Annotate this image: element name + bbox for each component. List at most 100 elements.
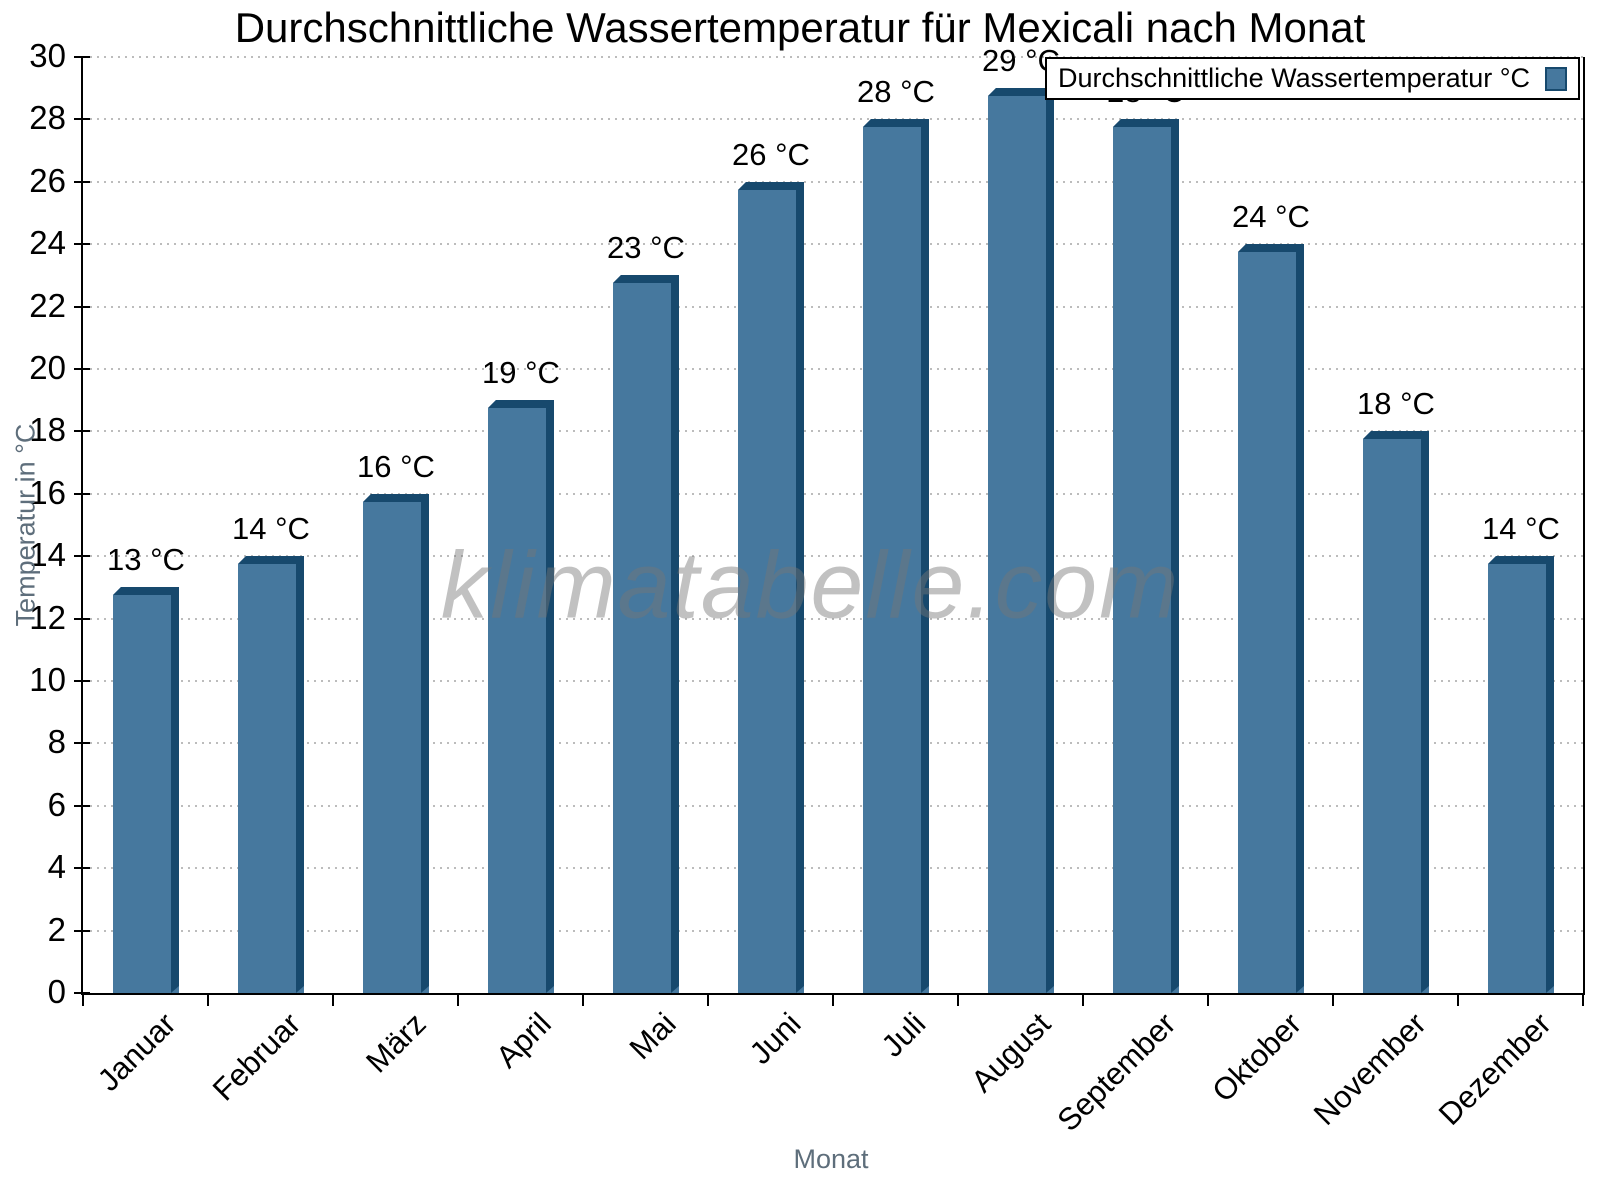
bar-top-face <box>1488 556 1554 564</box>
x-tick-label: Februar <box>206 1006 308 1108</box>
y-axis-tick <box>74 368 90 370</box>
x-tick-label: Mai <box>622 1006 683 1067</box>
gridline <box>83 555 1583 558</box>
bar-side-face <box>421 494 429 993</box>
bar-side-face <box>171 587 179 993</box>
x-axis-tick <box>707 993 709 1006</box>
chart-title: Durchschnittliche Wassertemperatur für M… <box>234 4 1366 51</box>
gridline <box>83 118 1583 121</box>
y-tick-label: 24 <box>29 224 66 262</box>
y-tick-label: 10 <box>29 661 66 698</box>
bar-oktober <box>1238 244 1304 993</box>
gridline <box>83 680 1583 682</box>
bar-april <box>488 400 554 993</box>
y-axis-tick <box>74 555 90 558</box>
bar-dezember <box>1488 556 1554 993</box>
bar-top-face <box>488 400 554 408</box>
y-axis-tick <box>74 929 90 932</box>
y-tick-label: 0 <box>47 973 66 1010</box>
bar-value-label: 18 °C <box>1357 386 1435 421</box>
bar-side-face <box>1296 244 1304 993</box>
bar-top-face <box>863 119 929 127</box>
bar-value-label: 14 °C <box>232 511 310 546</box>
y-axis-tick <box>74 118 90 121</box>
y-axis-tick <box>74 243 90 246</box>
y-axis-tick <box>74 617 90 620</box>
plot-area: klimatabelle.com Durchschnittliche Wasse… <box>29 37 1585 1138</box>
y-axis-tick <box>74 305 90 308</box>
bar-august <box>988 88 1054 993</box>
x-axis-tick <box>1332 993 1334 1006</box>
x-axis-tick <box>332 993 334 1006</box>
gridline <box>83 804 1583 807</box>
y-axis-tick <box>74 742 90 745</box>
bar-top-face <box>113 587 179 595</box>
bar-side-face <box>796 182 804 993</box>
bar-top-face <box>988 88 1054 96</box>
y-axis-tick <box>74 430 90 433</box>
gridline <box>83 867 1583 870</box>
bar-side-face <box>1171 119 1179 993</box>
bar-value-label: 14 °C <box>1482 511 1560 546</box>
bar-value-label: 19 °C <box>482 355 560 390</box>
bar-side-face <box>671 275 679 993</box>
y-axis-tick <box>74 992 90 994</box>
bar-juni <box>738 182 804 993</box>
x-axis-tick <box>582 993 584 1006</box>
y-tick-label: 18 <box>29 411 66 449</box>
x-tick-label: Juni <box>742 1006 808 1071</box>
y-tick-label: 30 <box>29 37 66 74</box>
bar-januar <box>113 587 179 993</box>
x-tick-label: Juli <box>875 1006 933 1064</box>
watermark: klimatabelle.com <box>440 532 1181 639</box>
y-axis-tick <box>74 56 90 58</box>
bar-juli <box>863 119 929 993</box>
gridline <box>83 180 1583 183</box>
bar-top-face <box>613 275 679 283</box>
gridline <box>83 305 1583 308</box>
y-axis-tick <box>74 180 90 183</box>
legend-swatch <box>1545 66 1567 91</box>
bar-value-label: 28 °C <box>857 74 935 109</box>
bar-top-face <box>738 182 804 190</box>
y-tick-label: 14 <box>29 536 66 574</box>
x-axis-tick <box>82 993 84 1006</box>
x-tick-label: Oktober <box>1205 1006 1308 1109</box>
y-tick-label: 2 <box>47 910 66 948</box>
x-tick-label: November <box>1306 1006 1433 1132</box>
bar-september <box>1113 119 1179 993</box>
y-axis-tick <box>74 804 90 807</box>
bar-side-face <box>1046 88 1054 993</box>
x-axis-tick <box>457 993 459 1006</box>
y-tick-label: 12 <box>29 598 66 636</box>
bar-value-label: 13 °C <box>107 542 185 577</box>
y-axis-tick <box>74 492 90 495</box>
y-tick-label: 16 <box>29 473 66 511</box>
bar-side-face <box>921 119 929 993</box>
bar-side-face <box>1421 431 1429 993</box>
x-axis-tick <box>832 993 834 1006</box>
bar-top-face <box>1238 244 1304 252</box>
gridline <box>83 368 1583 370</box>
gridline <box>83 56 1583 58</box>
bar-märz <box>363 494 429 993</box>
bar-top-face <box>238 556 304 564</box>
x-tick-label: September <box>1050 1006 1183 1138</box>
y-axis-tick <box>74 867 90 870</box>
gridline <box>83 742 1583 745</box>
y-tick-label: 8 <box>47 723 66 761</box>
legend-label: Durchschnittliche Wassertemperatur °C <box>1058 63 1530 93</box>
bar-value-label: 23 °C <box>607 230 685 265</box>
bar-mai <box>613 275 679 993</box>
bar-side-face <box>296 556 304 993</box>
legend: Durchschnittliche Wassertemperatur °C <box>1045 57 1580 100</box>
bar-value-label: 26 °C <box>732 137 810 172</box>
x-axis-tick <box>1082 993 1084 1006</box>
x-axis-title: Monat <box>793 1144 869 1174</box>
x-tick-label: Dezember <box>1431 1006 1558 1132</box>
gridline <box>83 430 1583 433</box>
bar-top-face <box>363 494 429 502</box>
x-tick-label: Januar <box>90 1006 183 1098</box>
gridline <box>83 617 1583 620</box>
